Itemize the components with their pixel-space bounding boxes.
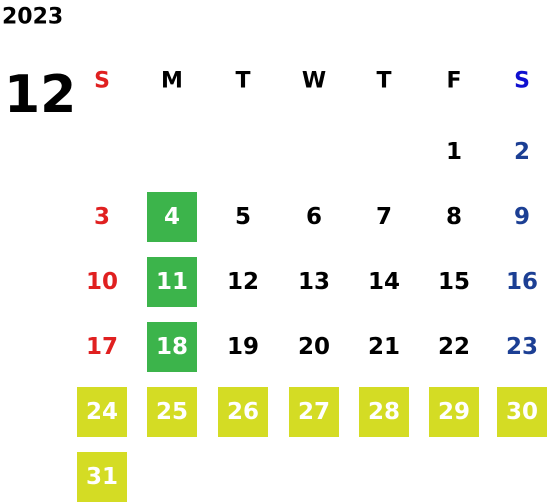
day-number: 8 [446, 204, 462, 230]
weekday-label: T [376, 69, 391, 94]
day-number: 9 [514, 204, 530, 230]
day-number: 17 [86, 334, 118, 360]
day-highlight [289, 387, 339, 437]
day-number: 4 [164, 204, 180, 230]
day-highlight [218, 387, 268, 437]
day-number: 3 [94, 204, 110, 230]
day-number: 28 [368, 399, 400, 425]
day-highlight [77, 452, 127, 502]
day-number: 6 [306, 204, 322, 230]
weekday-label: S [94, 69, 110, 94]
weekday-label: S [514, 69, 530, 94]
day-number: 15 [438, 269, 470, 295]
day-number: 24 [86, 399, 118, 425]
day-number: 16 [506, 269, 538, 295]
month: 12 [4, 65, 76, 125]
day-highlight [77, 387, 127, 437]
day-number: 1 [446, 139, 462, 165]
day-highlight [147, 192, 197, 242]
day-number: 19 [227, 334, 259, 360]
day-number: 31 [86, 464, 118, 490]
day-number: 20 [298, 334, 330, 360]
weekday-label: T [235, 69, 250, 94]
day-highlight [147, 322, 197, 372]
day-number: 2 [514, 139, 530, 165]
day-number: 25 [156, 399, 188, 425]
day-number: 27 [298, 399, 330, 425]
day-number: 7 [376, 204, 392, 230]
day-number: 10 [86, 269, 118, 295]
day-number: 23 [506, 334, 538, 360]
year: 2023 [2, 5, 63, 30]
day-number: 22 [438, 334, 470, 360]
weekday-label: W [302, 69, 326, 94]
day-number: 26 [227, 399, 259, 425]
weekday-label: M [161, 69, 183, 94]
day-highlight [429, 387, 479, 437]
day-number: 11 [156, 269, 188, 295]
day-number: 18 [156, 334, 188, 360]
day-number: 13 [298, 269, 330, 295]
weekday-label: F [446, 69, 461, 94]
day-highlight [497, 387, 547, 437]
day-number: 29 [438, 399, 470, 425]
day-highlight [147, 257, 197, 307]
day-number: 14 [368, 269, 400, 295]
day-number: 30 [506, 399, 538, 425]
day-number: 21 [368, 334, 400, 360]
day-highlight [147, 387, 197, 437]
day-number: 12 [227, 269, 259, 295]
day-highlight [359, 387, 409, 437]
day-number: 5 [235, 204, 251, 230]
